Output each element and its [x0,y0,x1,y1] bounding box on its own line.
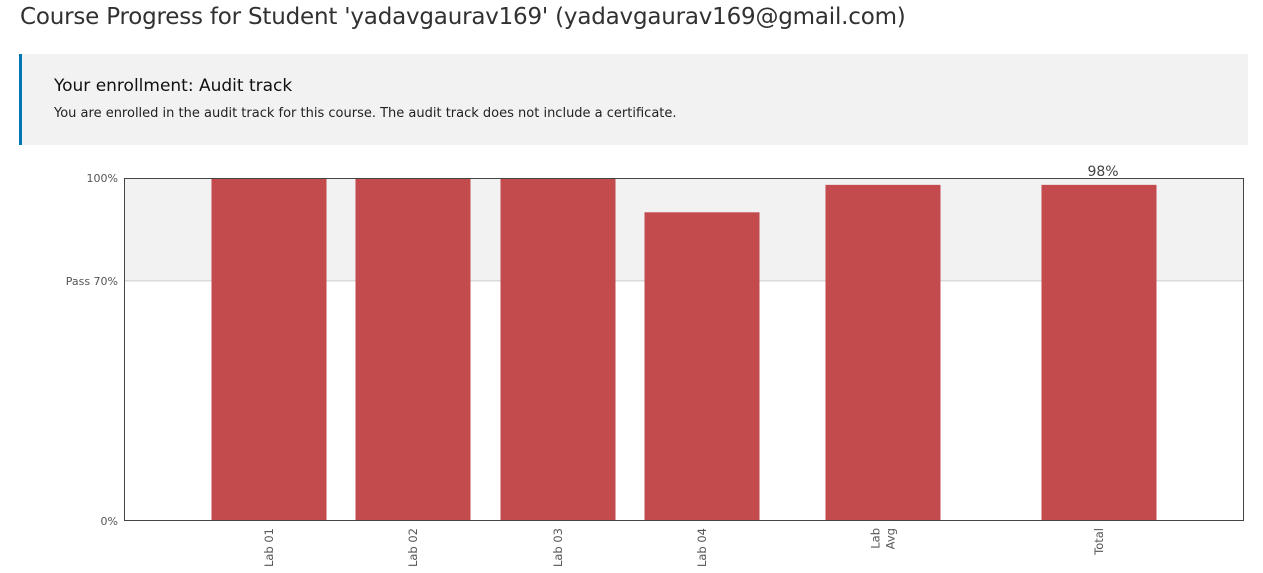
bar [825,184,941,522]
x-tick-label: Lab [869,528,883,549]
plot-border [124,178,1244,521]
x-tick-label: Lab 02 [406,528,420,567]
x-tick-label: Lab 01 [262,528,276,567]
x-tick-label: Total [1092,528,1106,556]
y-tick-label: 0% [101,515,118,528]
page-title: Course Progress for Student 'yadavgaurav… [20,4,906,30]
bar-value-label: 98% [1087,164,1118,180]
enrollment-banner: Your enrollment: Audit track You are enr… [19,54,1248,145]
bar [1041,184,1157,522]
x-tick-label: Avg [884,528,898,549]
enrollment-text: You are enrolled in the audit track for … [54,106,677,121]
bar [500,178,616,521]
y-tick-label: Pass 70% [66,275,118,288]
enrollment-heading: Your enrollment: Audit track [54,76,293,96]
x-tick-label: Lab 03 [551,528,565,567]
bar [644,212,760,522]
y-tick-label: 100% [87,172,118,185]
bar [211,178,327,521]
bar [355,178,471,521]
x-tick-label: Lab 04 [695,528,709,567]
